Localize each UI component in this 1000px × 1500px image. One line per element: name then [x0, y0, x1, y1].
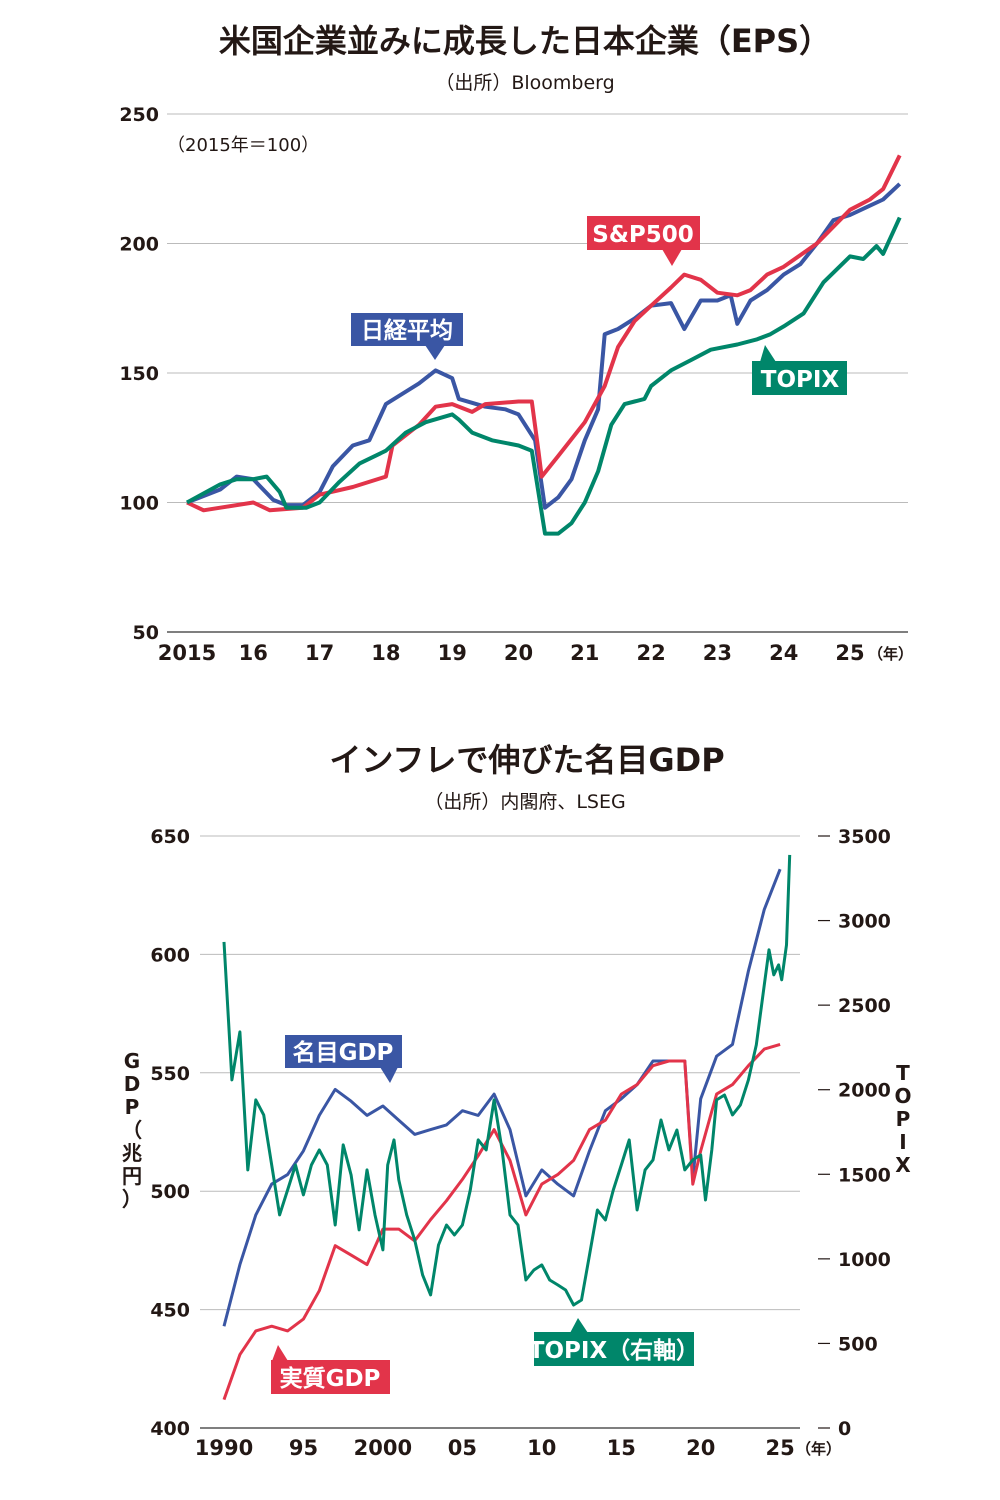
y2-tick-label: 2500: [838, 995, 891, 1017]
callout-real-gdp: 実質GDP: [271, 1345, 390, 1394]
x-tick-label: 20: [504, 641, 533, 665]
y-tick-label: 550: [150, 1063, 190, 1085]
y-tick-label: 450: [150, 1300, 190, 1322]
series-line-2: [222, 854, 792, 1307]
y2-tick-label: 1500: [838, 1164, 891, 1186]
x-tick-label: 20: [686, 1436, 715, 1460]
x-tick-label: 17: [305, 641, 334, 665]
series-label-topix-right: TOPIX（右軸）: [529, 1337, 699, 1364]
x-tick-label: 2000: [354, 1436, 412, 1460]
series-label-nominal-gdp: 名目GDP: [293, 1039, 394, 1066]
series-label-topix: TOPIX: [761, 367, 840, 393]
chart-source: （出所）Bloomberg: [435, 72, 614, 94]
chart-gdp: インフレで伸びた名目GDP （出所）内閣府、LSEG 400 450 500 550 6…: [122, 741, 912, 1460]
y-axis-label: G D P （兆円）: [122, 1049, 142, 1211]
callout-sp500: S&P500: [587, 216, 700, 266]
y-tick-label: 250: [119, 104, 159, 126]
x-unit-label: （年）: [868, 645, 913, 663]
y-tick-label: 400: [150, 1418, 190, 1440]
y-tick-label: 500: [150, 1181, 190, 1203]
y-tick-label: 50: [133, 622, 159, 644]
series-line-0: [186, 182, 902, 510]
x-unit-label: （年）: [796, 1440, 841, 1458]
y-tick-label: 200: [119, 234, 159, 256]
x-tick-label: 19: [438, 641, 467, 665]
x-tick-label: 05: [448, 1436, 477, 1460]
x-tick-label: 22: [636, 641, 665, 665]
chart-title: インフレで伸びた名目GDP: [329, 741, 724, 779]
y2-tick-label: 1000: [838, 1249, 891, 1271]
chart-source: （出所）内閣府、LSEG: [424, 791, 625, 813]
x-tick-label: 25: [766, 1436, 795, 1460]
x-tick-label: 16: [239, 641, 268, 665]
callout-nikkei: 日経平均: [351, 313, 463, 360]
x-tick-label: 21: [570, 641, 599, 665]
chart-eps: 米国企業並みに成長した日本企業（EPS） （出所）Bloomberg （2015…: [119, 22, 913, 665]
series-line-0: [222, 868, 782, 1327]
series-line-1: [186, 154, 902, 513]
y2-tick-label: 2000: [838, 1080, 891, 1102]
callout-nominal-gdp: 名目GDP: [285, 1035, 402, 1083]
series-label-nikkei: 日経平均: [361, 317, 453, 344]
x-tick-label: 15: [607, 1436, 636, 1460]
series-label-sp500: S&P500: [592, 222, 694, 248]
chart-title: 米国企業並みに成長した日本企業（EPS）: [219, 22, 831, 60]
x-tick-label: 25: [835, 641, 864, 665]
y2-tick-label: 500: [838, 1333, 878, 1355]
y2-tick-label: 3000: [838, 911, 891, 933]
series-line-1: [222, 1042, 781, 1401]
series-label-real-gdp: 実質GDP: [280, 1365, 381, 1392]
callout-topix-right: TOPIX（右軸）: [529, 1318, 699, 1366]
y2-tick-label: 3500: [838, 826, 891, 848]
series-line-2: [186, 216, 902, 536]
chart-note: （2015年＝100）: [167, 135, 319, 156]
x-tick-label: 1990: [195, 1436, 253, 1460]
y-tick-label: 150: [119, 363, 159, 385]
y2-tick-label: 0: [838, 1418, 851, 1440]
x-tick-label: 95: [289, 1436, 318, 1460]
x-tick-label: 18: [371, 641, 400, 665]
x-tick-label: 10: [527, 1436, 556, 1460]
callout-topix: TOPIX: [752, 345, 847, 395]
y-tick-label: 600: [150, 944, 190, 966]
x-tick-label: 2015: [158, 641, 216, 665]
x-tick-label: 24: [769, 641, 798, 665]
x-tick-label: 23: [703, 641, 732, 665]
y-tick-label: 650: [150, 826, 190, 848]
y-tick-label: 100: [119, 493, 159, 515]
